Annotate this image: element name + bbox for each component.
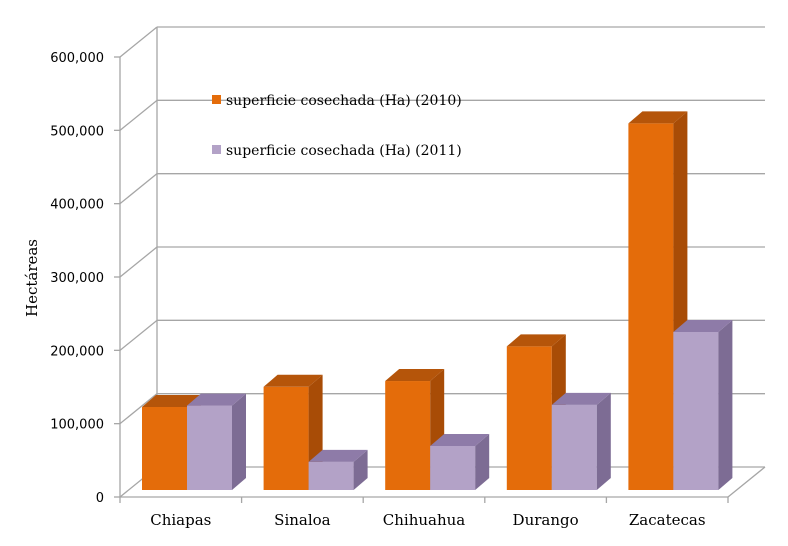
bar-zacatecas-2011 [673, 319, 733, 490]
y-tick-label: 400,000 [50, 198, 104, 213]
y-axis-ticks: 0 100,000 200,000 300,000 400,000 500,000 600,… [50, 51, 104, 506]
bar-zacatecas-2010 [628, 111, 688, 490]
y-tick-label: 300,000 [50, 271, 104, 286]
legend-swatch-2010 [212, 95, 221, 104]
legend-label-2010: superficie cosechada (Ha) (2010) [226, 93, 462, 109]
y-axis-label: Hectáreas [23, 239, 41, 317]
bar-chiapas-2011 [187, 393, 246, 490]
bar-sinaloa-2010 [263, 374, 323, 490]
y-tick-label: 600,000 [50, 51, 104, 66]
bar-sinaloa-2011 [308, 449, 368, 490]
bar-chihuahua-2011 [430, 433, 490, 490]
y-tick-label: 200,000 [50, 344, 104, 359]
legend-swatch-2011 [212, 145, 221, 154]
bar-chihuahua-2010 [385, 369, 445, 490]
x-category-label: Chihuahua [383, 511, 466, 529]
y-tick-label: 500,000 [50, 124, 104, 139]
x-axis-categories: Chiapas Sinaloa Chihuahua Durango Zacatecas [150, 511, 705, 529]
bar-durango-2010 [506, 334, 566, 490]
y-tick-label: 100,000 [50, 418, 104, 433]
x-category-label: Chiapas [150, 511, 211, 529]
bars [142, 111, 733, 490]
y-tick-label: 0 [96, 491, 104, 506]
legend-label-2011: superficie cosechada (Ha) (2011) [226, 143, 462, 159]
x-category-label: Sinaloa [274, 511, 331, 529]
legend: superficie cosechada (Ha) (2010) superfi… [212, 93, 462, 159]
x-category-label: Zacatecas [629, 511, 706, 529]
bar-durango-2011 [551, 392, 611, 490]
x-category-label: Durango [513, 511, 579, 529]
